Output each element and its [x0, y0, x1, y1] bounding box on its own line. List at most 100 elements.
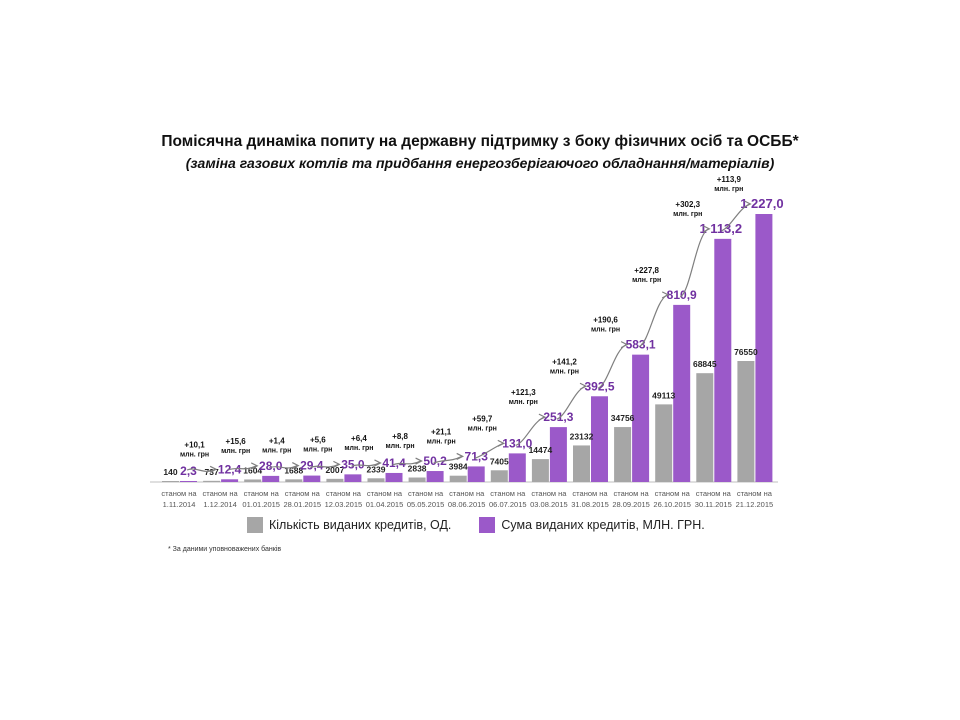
increment-arrowhead	[661, 291, 670, 299]
tick-label: станом на	[367, 489, 403, 498]
data-label-count: 2838	[408, 464, 427, 474]
increment-value: +1,4	[269, 437, 285, 446]
bar-count	[244, 479, 262, 482]
legend: Кількість виданих кредитів, ОД. Сума вид…	[247, 516, 733, 534]
tick-label: станом на	[408, 489, 444, 498]
tick-label: 08.06.2015	[448, 500, 486, 509]
increment-value: +21,1	[431, 427, 452, 436]
bar-count	[696, 373, 714, 482]
increment-value: +59,7	[472, 414, 493, 423]
tick-label: станом на	[203, 489, 239, 498]
bar-count	[737, 361, 755, 482]
increment-arrowhead	[744, 200, 752, 208]
tick-label: 21.12.2015	[736, 500, 774, 509]
bar-count	[573, 445, 590, 482]
data-label-sum: 50,2	[423, 454, 447, 468]
increment-arrowhead	[415, 457, 423, 465]
tick-label: 1.12.2014	[203, 500, 236, 509]
bar-count	[655, 404, 673, 482]
chart-title: Помісячна динаміка попиту на державну пі…	[161, 133, 799, 150]
increment-unit: млн. грн	[714, 186, 743, 193]
increment-value: +6,4	[351, 434, 367, 443]
tick-label: станом на	[244, 489, 280, 498]
chart-subtitle: (заміна газових котлів та придбання енер…	[185, 155, 775, 171]
data-label-count: 23132	[570, 431, 594, 441]
bar-count	[614, 427, 632, 482]
tick-label: 26.10.2015	[653, 500, 691, 509]
increment-value: +227,8	[634, 266, 659, 275]
increment-arrow	[351, 462, 380, 467]
tick-label: 28.01.2015	[284, 500, 322, 509]
tick-label: 05.05.2015	[407, 500, 445, 509]
increment-unit: млн. грн	[509, 399, 538, 406]
increment-unit: млн. грн	[385, 443, 414, 450]
increment-value: +8,8	[392, 432, 408, 441]
tick-label: 12.03.2015	[325, 500, 363, 509]
increment-arrow	[433, 455, 462, 464]
increment-arrowhead	[703, 225, 711, 233]
bar-count	[285, 479, 303, 482]
bar-sum	[508, 453, 526, 482]
tick-label: 01.04.2015	[366, 500, 404, 509]
increment-arrowhead	[538, 413, 547, 421]
tick-label: станом на	[737, 489, 773, 498]
data-label-count: 2339	[367, 464, 386, 474]
data-label-count: 34756	[611, 413, 635, 423]
increment-value: +113,9	[717, 175, 742, 184]
bar-sum	[180, 481, 197, 482]
tick-label: 31.08.2015	[571, 500, 609, 509]
footnote: * За даними уповноважених банків	[168, 546, 282, 553]
bar-sum	[591, 396, 608, 482]
data-label-sum: 2,3	[180, 464, 197, 478]
increment-arrow	[310, 463, 339, 469]
increment-unit: млн. грн	[591, 327, 620, 334]
increment-value: +190,6	[593, 316, 618, 325]
increment-arrowhead	[456, 452, 465, 460]
data-label-sum: 251,3	[543, 410, 573, 424]
bar-count	[531, 459, 549, 482]
bar-count	[367, 478, 385, 482]
bar-count	[490, 470, 508, 482]
legend-item-sum: Сума виданих кредитів, МЛН. ГРН.	[479, 517, 705, 533]
tick-label: станом на	[531, 489, 567, 498]
tick-label: 01.01.2015	[242, 500, 280, 509]
bar-sum	[755, 214, 773, 482]
bar-sum	[426, 471, 444, 482]
increment-unit: млн. грн	[550, 368, 579, 375]
increment-arrowhead	[374, 459, 382, 467]
tick-label: станом на	[655, 489, 691, 498]
increment-value: +10,1	[184, 440, 205, 449]
data-label-sum: 131,0	[502, 436, 532, 450]
data-label-count: 3984	[449, 462, 468, 472]
data-label-sum: 583,1	[626, 338, 656, 352]
tick-label: 28.09.2015	[612, 500, 650, 509]
legend-swatch-sum	[479, 517, 496, 533]
increment-unit: млн. грн	[673, 211, 702, 218]
bar-sum	[549, 427, 567, 482]
increment-unit: млн. грн	[344, 445, 373, 452]
increment-unit: млн. грн	[427, 438, 456, 445]
data-label-count: 1688	[284, 465, 303, 475]
bar-sum	[632, 354, 650, 482]
data-label-sum: 1 227,0	[740, 196, 783, 211]
tick-label: станом на	[326, 489, 362, 498]
bar-count	[162, 481, 179, 482]
increment-value: +121,3	[511, 388, 536, 397]
legend-label-sum: Сума виданих кредитів, МЛН. ГРН.	[501, 518, 705, 532]
increment-unit: млн. грн	[262, 448, 291, 455]
data-label-count: 14474	[529, 445, 553, 455]
bar-sum	[673, 304, 691, 482]
increment-value: +302,3	[675, 200, 700, 209]
legend-swatch-count	[247, 517, 263, 533]
bar-count	[408, 477, 426, 482]
increment-value: +5,6	[310, 435, 326, 444]
data-label-sum: 28,0	[259, 459, 283, 473]
tick-label: станом на	[161, 489, 197, 498]
increment-unit: млн. грн	[221, 448, 250, 455]
tick-label: станом на	[696, 489, 732, 498]
tick-label: станом на	[285, 489, 321, 498]
increment-arrowhead	[579, 382, 588, 390]
tick-label: станом на	[572, 489, 608, 498]
increment-value: +141,2	[552, 357, 577, 366]
